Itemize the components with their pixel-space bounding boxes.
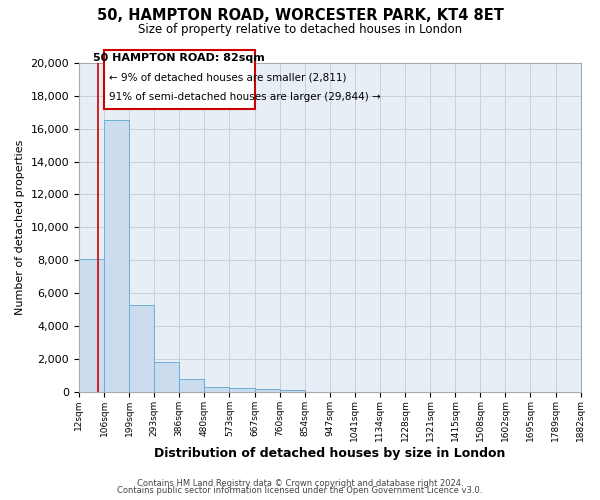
X-axis label: Distribution of detached houses by size in London: Distribution of detached houses by size … — [154, 447, 505, 460]
Text: ← 9% of detached houses are smaller (2,811): ← 9% of detached houses are smaller (2,8… — [109, 73, 347, 83]
Text: Contains HM Land Registry data © Crown copyright and database right 2024.: Contains HM Land Registry data © Crown c… — [137, 478, 463, 488]
Y-axis label: Number of detached properties: Number of detached properties — [15, 140, 25, 315]
Text: Contains public sector information licensed under the Open Government Licence v3: Contains public sector information licen… — [118, 486, 482, 495]
FancyBboxPatch shape — [104, 50, 254, 109]
Bar — [254, 389, 280, 392]
Text: Size of property relative to detached houses in London: Size of property relative to detached ho… — [138, 22, 462, 36]
Bar — [205, 386, 229, 392]
Bar — [280, 390, 305, 392]
Bar — [104, 120, 129, 392]
Text: 50, HAMPTON ROAD, WORCESTER PARK, KT4 8ET: 50, HAMPTON ROAD, WORCESTER PARK, KT4 8E… — [97, 8, 503, 22]
Text: 50 HAMPTON ROAD: 82sqm: 50 HAMPTON ROAD: 82sqm — [94, 53, 265, 63]
Bar — [154, 362, 179, 392]
Bar — [129, 304, 154, 392]
Bar — [179, 378, 205, 392]
Text: 91% of semi-detached houses are larger (29,844) →: 91% of semi-detached houses are larger (… — [109, 92, 381, 102]
Bar — [229, 388, 254, 392]
Bar — [79, 260, 104, 392]
